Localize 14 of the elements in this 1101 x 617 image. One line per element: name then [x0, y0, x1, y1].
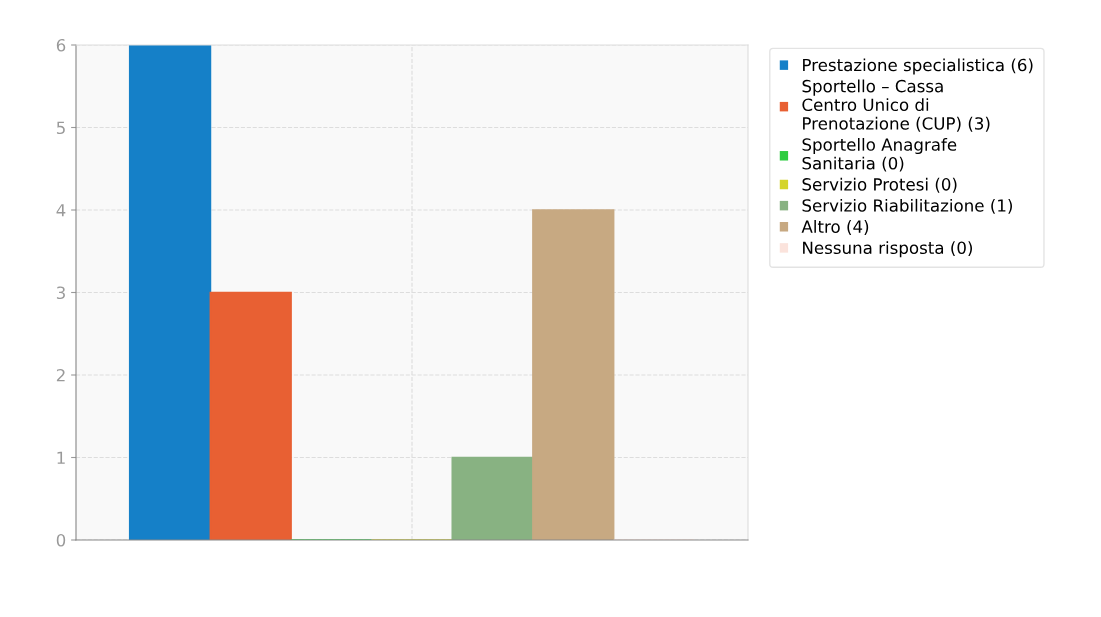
y-tick-label: 5 — [56, 121, 65, 135]
legend-label: Sportello Anagrafe Sanitaria (0) — [802, 137, 957, 172]
legend-label: Servizio Riabilitazione (1) — [802, 198, 1012, 214]
legend-label: Sportello – Cassa Centro Unico di Prenotazione (CUP) (3) — [802, 79, 990, 132]
y-tick-label: 0 — [56, 533, 66, 547]
y-tick-label: 4 — [56, 204, 66, 217]
y-tick-label: 3 — [56, 286, 65, 300]
legend-label: Prestazione specialistica (6) — [803, 58, 1033, 75]
legend-label: Nessuna risposta (0) — [803, 241, 973, 258]
y-tick-label: 1 — [57, 451, 65, 464]
y-tick-label: 6 — [56, 38, 66, 52]
y-tick-label: 2 — [56, 368, 65, 382]
legend-label: Altro (4) — [801, 220, 869, 235]
legend-label: Servizio Protesi (0) — [802, 177, 957, 193]
